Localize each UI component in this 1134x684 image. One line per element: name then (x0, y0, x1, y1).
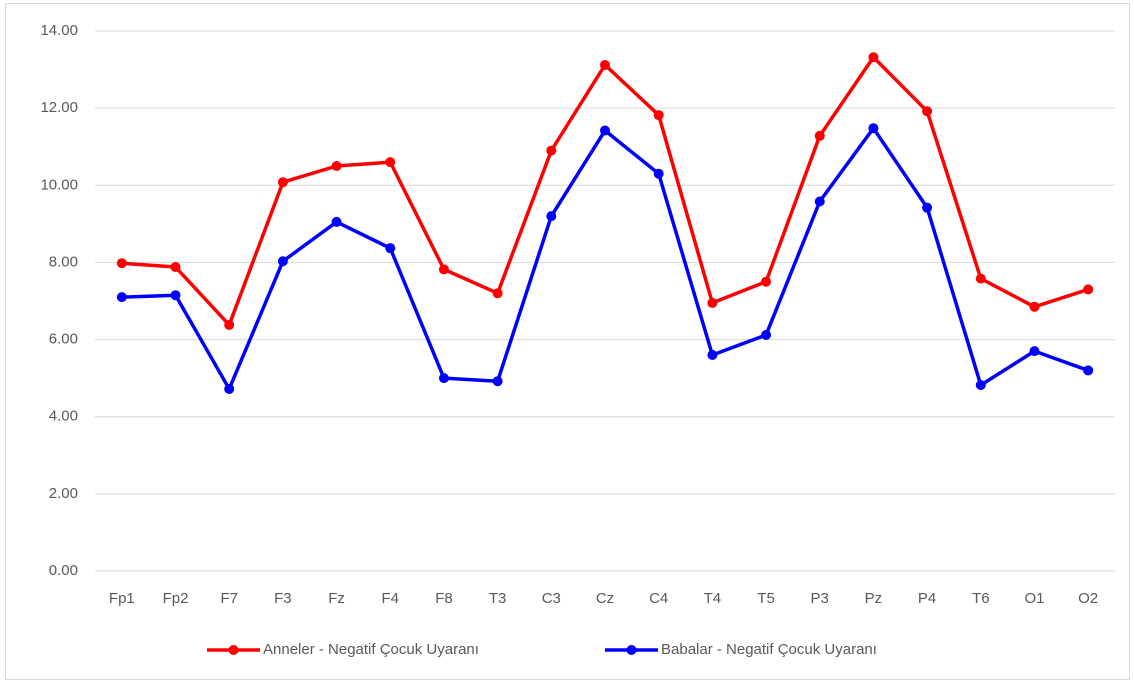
data-point (653, 110, 664, 121)
data-point (546, 211, 557, 222)
x-tick-label: Cz (596, 590, 614, 607)
x-tick-label: C4 (649, 590, 668, 607)
data-point (1083, 284, 1094, 295)
data-point (975, 380, 986, 391)
x-tick-label: Fp1 (109, 590, 135, 607)
data-point (1029, 346, 1040, 357)
x-tick-label: F7 (220, 590, 238, 607)
data-point (116, 292, 127, 303)
y-tick-label: 10.00 (40, 176, 78, 193)
data-point (922, 202, 933, 213)
x-tick-label: F8 (435, 590, 453, 607)
x-tick-label: T3 (489, 590, 507, 607)
y-tick-label: 4.00 (49, 408, 78, 425)
legend-marker (228, 645, 239, 655)
x-tick-label: O1 (1024, 590, 1044, 607)
y-tick-label: 12.00 (40, 99, 78, 116)
x-tick-label: Pz (865, 590, 883, 607)
legend-label: Babalar - Negatif Çocuk Uyaranı (661, 641, 877, 658)
data-point (116, 258, 127, 269)
x-tick-label: F3 (274, 590, 292, 607)
x-tick-label: T4 (704, 590, 722, 607)
x-tick-label: P4 (918, 590, 936, 607)
data-point (761, 276, 772, 287)
legend-label: Anneler - Negatif Çocuk Uyaranı (263, 641, 479, 658)
legend-marker (626, 645, 637, 655)
data-point (1029, 301, 1040, 312)
x-tick-label: F4 (382, 590, 400, 607)
data-point (224, 383, 235, 394)
data-point (492, 376, 503, 387)
y-tick-label: 8.00 (49, 253, 78, 270)
data-point (385, 243, 396, 254)
data-point (814, 130, 825, 141)
y-tick-label: 14.00 (40, 22, 78, 39)
data-point (814, 196, 825, 207)
data-point (600, 125, 610, 136)
y-tick-label: 0.00 (49, 562, 78, 579)
x-tick-label: Fz (328, 590, 345, 607)
x-tick-label: P3 (811, 590, 829, 607)
data-point (170, 262, 181, 273)
data-point (277, 256, 288, 267)
x-tick-label: O2 (1078, 590, 1098, 607)
data-point (492, 288, 503, 299)
x-tick-label: Fp2 (163, 590, 189, 607)
data-point (170, 290, 181, 301)
x-tick-label: C3 (542, 590, 561, 607)
data-point (653, 168, 664, 179)
data-point (546, 145, 557, 156)
y-tick-label: 6.00 (49, 331, 78, 348)
data-point (975, 273, 986, 284)
data-point (331, 216, 342, 227)
data-point (922, 106, 933, 117)
data-point (707, 297, 718, 308)
data-point (707, 350, 718, 360)
data-point (438, 264, 449, 275)
x-tick-label: T6 (972, 590, 990, 607)
data-point (761, 329, 772, 340)
data-point (277, 177, 288, 188)
data-point (438, 373, 449, 384)
data-point (385, 157, 396, 168)
data-point (600, 59, 610, 70)
data-point (868, 52, 879, 63)
y-tick-label: 2.00 (49, 485, 78, 502)
data-point (1083, 365, 1094, 376)
data-point (868, 123, 879, 134)
x-tick-label: T5 (757, 590, 775, 607)
chart-border (5, 3, 1130, 680)
data-point (224, 319, 235, 330)
data-point (331, 161, 342, 171)
